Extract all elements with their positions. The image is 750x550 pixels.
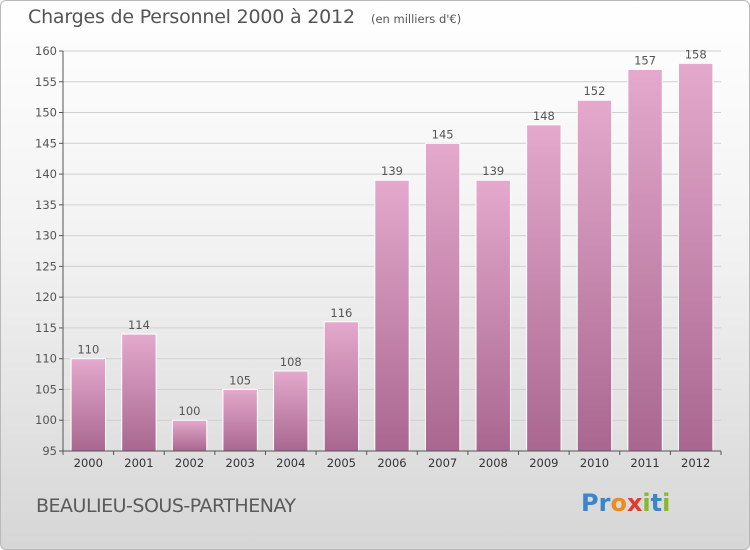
x-tick-label: 2005	[327, 456, 356, 470]
y-tick-label: 150	[35, 106, 57, 120]
x-tick-label: 2002	[175, 456, 204, 470]
y-tick-label: 125	[35, 259, 57, 273]
bar-value-label: 108	[280, 355, 302, 369]
proxiti-logo[interactable]: Proxiti	[581, 489, 670, 517]
y-tick-label: 115	[35, 321, 57, 335]
y-tick-label: 100	[35, 413, 57, 427]
y-tick-label: 105	[35, 382, 57, 396]
bar	[475, 179, 511, 452]
chart-title: Charges de Personnel 2000 à 2012	[28, 6, 355, 28]
y-tick-label: 120	[35, 290, 57, 304]
logo-letter: o	[610, 489, 627, 517]
bar-value-label: 152	[583, 84, 605, 98]
bar	[627, 68, 663, 452]
y-tick-label: 130	[35, 229, 57, 243]
bar-value-label: 116	[330, 306, 352, 320]
bar	[171, 419, 208, 452]
bar-value-label: 100	[179, 404, 201, 418]
bar	[677, 62, 714, 452]
bar	[222, 388, 258, 452]
bar-value-label: 139	[381, 164, 403, 178]
x-tick-label: 2009	[529, 456, 558, 470]
bar-value-label: 105	[229, 373, 251, 387]
x-tick-label: 2006	[377, 456, 406, 470]
x-tick-label: 2012	[681, 456, 710, 470]
y-tick-label: 140	[35, 167, 57, 181]
y-tick-label: 110	[35, 352, 57, 366]
city-name: BEAULIEU-SOUS-PARTHENAY	[36, 495, 296, 517]
x-tick-label: 2003	[226, 456, 255, 470]
y-tick-label: 155	[35, 75, 57, 89]
bar-value-label: 139	[482, 164, 504, 178]
x-tick-label: 2008	[479, 456, 508, 470]
y-tick-label: 145	[35, 136, 57, 150]
x-tick-label: 2001	[124, 456, 153, 470]
bar-value-label: 148	[533, 109, 555, 123]
bar	[323, 321, 360, 452]
bar-value-label: 145	[432, 127, 454, 141]
logo-letter: t	[650, 489, 663, 517]
logo-letter: P	[581, 489, 599, 517]
bar	[273, 370, 309, 452]
y-tick-label: 160	[35, 44, 57, 58]
bar	[424, 142, 461, 452]
logo-letter: r	[598, 489, 611, 517]
bar	[526, 124, 562, 452]
x-tick-label: 2004	[276, 456, 305, 470]
logo-letter: i	[662, 489, 671, 517]
chart-unit-note: (en milliers d'€)	[371, 12, 462, 26]
bar	[70, 358, 107, 452]
x-tick-label: 2000	[74, 456, 103, 470]
y-tick-label: 95	[42, 444, 57, 458]
bar-value-label: 157	[634, 53, 656, 67]
x-tick-label: 2010	[580, 456, 609, 470]
bar-value-label: 158	[685, 47, 707, 61]
logo-letter: x	[626, 489, 643, 517]
bar	[374, 179, 410, 452]
bar-value-label: 114	[128, 318, 150, 332]
y-tick-label: 135	[35, 198, 57, 212]
bar-value-label: 110	[77, 343, 99, 357]
bar	[121, 333, 157, 452]
logo-letter: i	[642, 489, 651, 517]
bar	[576, 99, 613, 452]
x-tick-label: 2011	[630, 456, 659, 470]
x-tick-label: 2007	[428, 456, 457, 470]
